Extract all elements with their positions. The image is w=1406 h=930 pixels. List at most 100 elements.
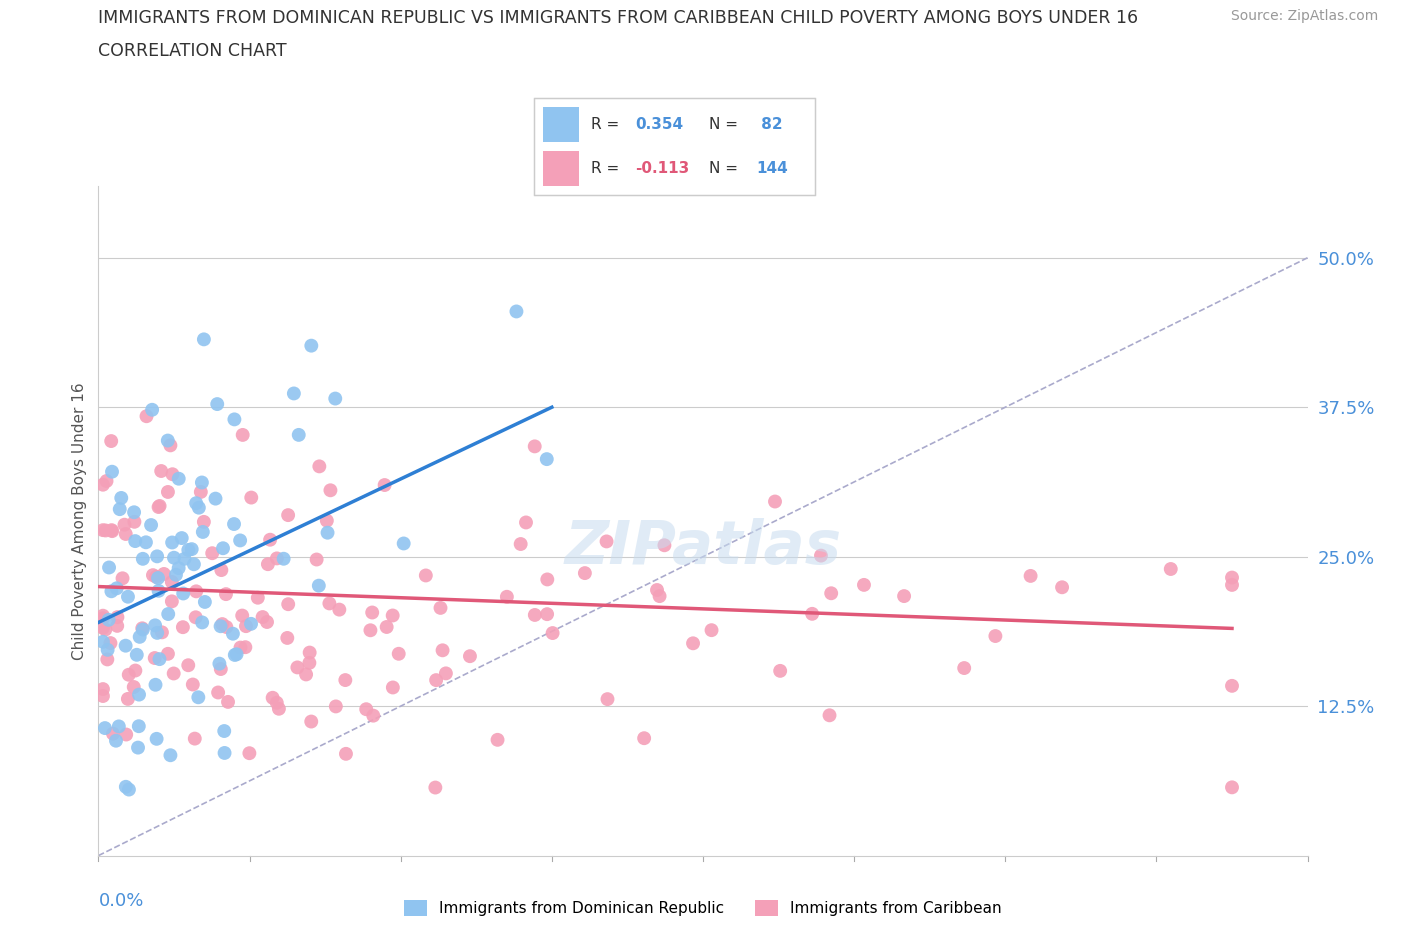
Point xyxy=(246,591,269,605)
Point xyxy=(536,606,558,621)
Point xyxy=(212,724,235,738)
Point xyxy=(541,626,564,641)
Point xyxy=(381,680,404,695)
Point xyxy=(308,458,330,473)
Point xyxy=(276,631,298,645)
Point xyxy=(98,560,121,575)
Point xyxy=(392,536,415,551)
Point xyxy=(150,463,173,478)
Point xyxy=(184,610,207,625)
Text: CORRELATION CHART: CORRELATION CHART xyxy=(98,42,287,60)
Point xyxy=(429,601,451,616)
Point xyxy=(108,719,131,734)
Point xyxy=(180,541,202,556)
Point xyxy=(132,622,155,637)
Y-axis label: Child Poverty Among Boys Under 16: Child Poverty Among Boys Under 16 xyxy=(72,382,87,659)
Point xyxy=(215,619,238,634)
Point xyxy=(100,584,122,599)
Point xyxy=(204,491,226,506)
Point xyxy=(149,498,172,513)
Point xyxy=(308,578,330,593)
Point xyxy=(172,619,194,634)
Text: Source: ZipAtlas.com: Source: ZipAtlas.com xyxy=(1230,9,1378,23)
Text: N =: N = xyxy=(709,161,738,176)
Point xyxy=(145,731,167,746)
Point xyxy=(1220,570,1243,585)
Point xyxy=(425,672,447,687)
Point xyxy=(128,630,150,644)
Point xyxy=(953,660,976,675)
Point xyxy=(128,687,150,702)
Point xyxy=(283,386,305,401)
Point xyxy=(143,618,166,632)
Point xyxy=(141,403,163,418)
Point xyxy=(91,682,114,697)
Point xyxy=(96,473,118,488)
Point xyxy=(193,514,215,529)
Point xyxy=(91,634,114,649)
Point xyxy=(183,557,205,572)
Point xyxy=(160,535,183,550)
Point xyxy=(700,623,723,638)
Point xyxy=(91,523,114,538)
Point xyxy=(222,516,245,531)
Point xyxy=(215,587,238,602)
Point xyxy=(318,596,340,611)
Point xyxy=(146,626,169,641)
Point xyxy=(257,557,280,572)
Point xyxy=(163,666,186,681)
Point xyxy=(415,568,437,583)
Point xyxy=(225,646,247,661)
Point xyxy=(224,412,246,427)
Point xyxy=(96,652,118,667)
Point xyxy=(177,658,200,672)
Point xyxy=(361,709,384,724)
Point xyxy=(509,537,531,551)
Point xyxy=(91,611,114,626)
Point xyxy=(209,563,232,578)
Point xyxy=(1220,678,1243,693)
Bar xyxy=(543,152,579,186)
Text: 82: 82 xyxy=(756,117,783,132)
Point xyxy=(299,714,322,729)
Point xyxy=(117,692,139,707)
Bar xyxy=(543,108,579,141)
Point xyxy=(852,578,875,592)
Point xyxy=(170,531,193,546)
Point xyxy=(1220,578,1243,592)
Point xyxy=(224,647,246,662)
Point xyxy=(273,551,295,566)
Legend: Immigrants from Dominican Republic, Immigrants from Caribbean: Immigrants from Dominican Republic, Immi… xyxy=(398,894,1008,923)
Point xyxy=(277,508,299,523)
Point xyxy=(167,561,190,576)
Point xyxy=(763,494,786,509)
Point xyxy=(94,721,117,736)
Text: IMMIGRANTS FROM DOMINICAN REPUBLIC VS IMMIGRANTS FROM CARIBBEAN CHILD POVERTY AM: IMMIGRANTS FROM DOMINICAN REPUBLIC VS IM… xyxy=(98,9,1139,27)
Point xyxy=(159,748,181,763)
Point xyxy=(114,779,136,794)
Point xyxy=(100,635,122,650)
Point xyxy=(160,594,183,609)
Point xyxy=(266,696,288,711)
Point xyxy=(287,428,309,443)
Point xyxy=(375,619,398,634)
Point xyxy=(101,464,124,479)
Point xyxy=(91,688,114,703)
Point xyxy=(122,505,145,520)
Point xyxy=(486,733,509,748)
Point xyxy=(187,500,209,515)
Point xyxy=(145,677,167,692)
Point xyxy=(163,551,186,565)
Point xyxy=(105,581,128,596)
Point xyxy=(277,597,299,612)
Point xyxy=(769,663,792,678)
Point xyxy=(118,668,141,683)
Point xyxy=(186,496,208,511)
Point xyxy=(94,523,117,538)
Point xyxy=(515,515,537,530)
Point xyxy=(536,452,558,467)
Point xyxy=(135,535,157,550)
Point xyxy=(536,572,558,587)
Point xyxy=(148,583,170,598)
Point xyxy=(190,485,212,499)
